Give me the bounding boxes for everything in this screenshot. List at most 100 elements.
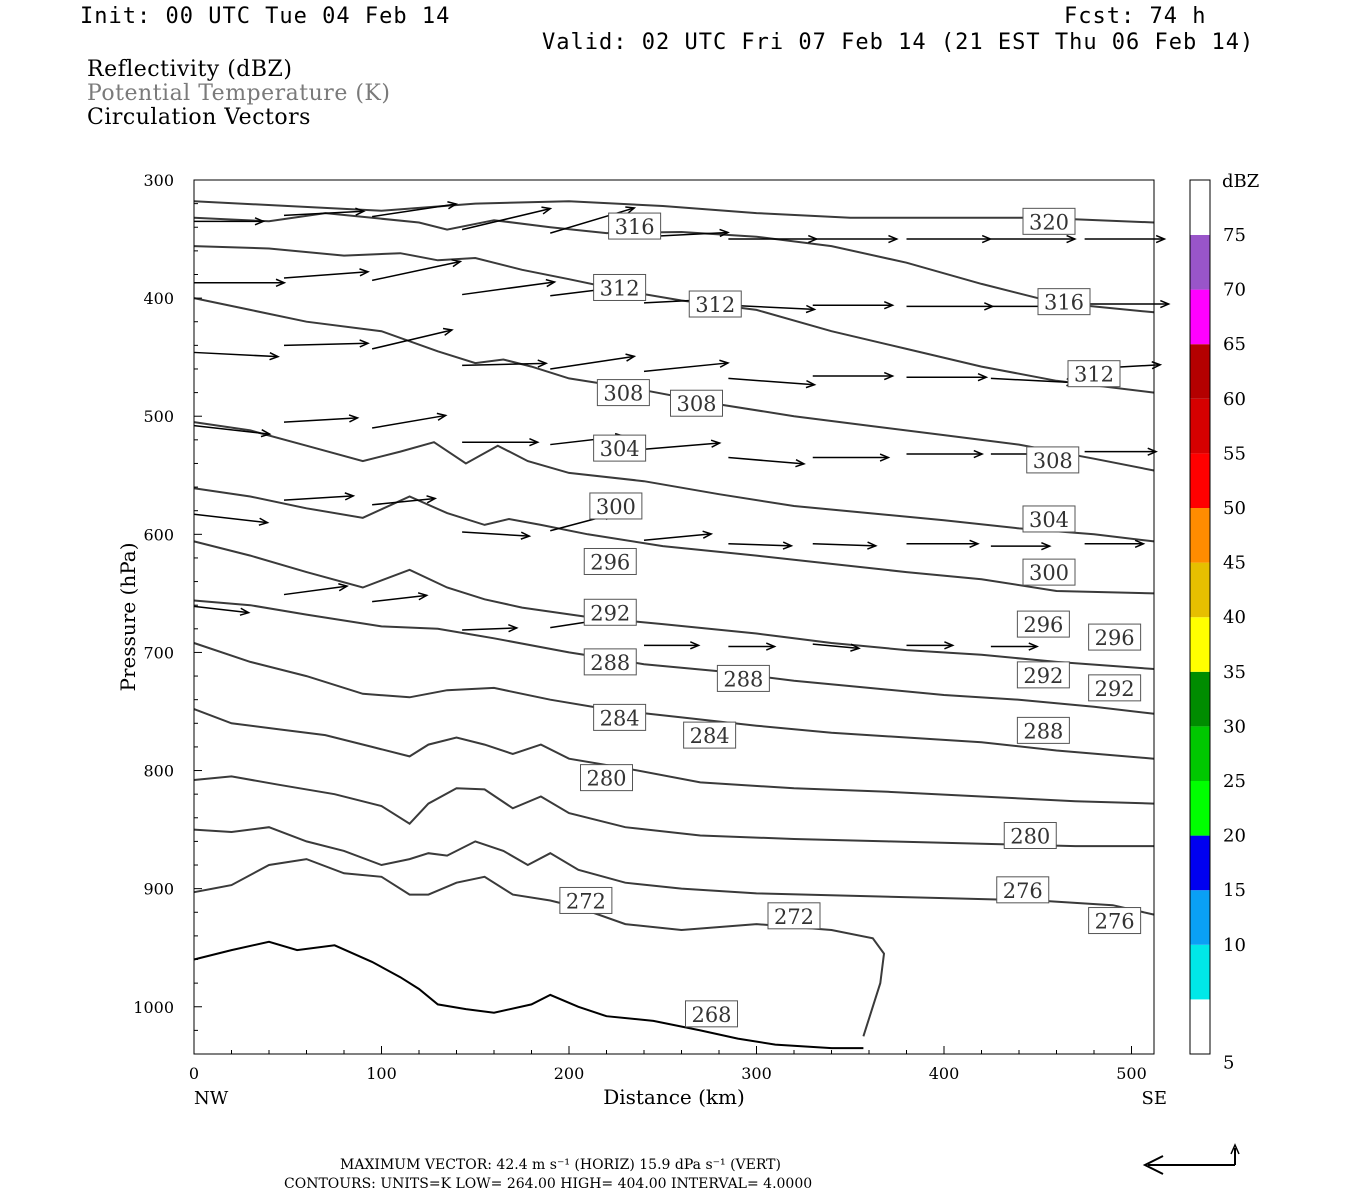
theta-label: 284 [593,703,647,731]
colorbar-level-label: 75 [1223,225,1246,246]
x-end-label-right: SE [1142,1088,1167,1109]
circulation-vector [462,438,540,447]
y-tick-label: 500 [143,407,174,426]
theta-label: 316 [1037,288,1091,316]
x-tick-label: 300 [741,1064,772,1083]
theta-label: 284 [683,721,737,749]
circulation-vector [462,278,557,296]
svg-text:272: 272 [566,889,606,913]
colorbar-level-label: 20 [1223,826,1246,847]
svg-text:292: 292 [590,601,630,625]
svg-text:296: 296 [590,550,630,574]
svg-text:312: 312 [695,293,735,317]
circulation-vector [371,412,448,429]
svg-text:268: 268 [691,1003,731,1027]
colorbar-level-label: 55 [1223,443,1246,464]
colorbar-level-label: 50 [1223,498,1246,519]
colorbar-level-label: 70 [1223,280,1246,301]
svg-text:316: 316 [615,215,655,239]
x-tick-label: 500 [1116,1064,1147,1083]
field-circulation-vectors: Circulation Vectors [87,105,311,130]
svg-text:284: 284 [600,706,640,730]
theta-label: 292 [1016,661,1070,689]
theta-contour-276 [193,826,1155,916]
circulation-vector [462,531,532,540]
theta-contour-300 [193,487,1155,595]
theta-label: 272 [559,886,613,914]
svg-text:280: 280 [1010,825,1050,849]
colorbar-swatch [1190,726,1210,781]
circulation-vector [812,643,861,652]
colorbar-swatch [1190,617,1210,672]
circulation-vector [550,206,637,234]
svg-text:316: 316 [1044,291,1084,315]
theta-contour-272 [193,858,886,1037]
circulation-vector [372,495,438,506]
theta-contour-308 [193,297,1155,472]
svg-text:308: 308 [603,382,643,406]
circulation-vector [990,642,1040,651]
svg-text:288: 288 [1023,719,1063,743]
circulation-vector [193,351,280,361]
colorbar-swatch [1190,398,1210,454]
svg-text:300: 300 [1029,561,1069,585]
theta-label: 312 [1067,360,1121,388]
circulation-vector [193,424,272,438]
colorbar-level-label: 45 [1223,553,1246,574]
contour-info: CONTOURS: UNITS=K LOW= 264.00 HIGH= 404.… [284,1176,813,1192]
theta-contour-280 [193,775,1154,848]
colorbar-level-label: 25 [1223,771,1246,792]
theta-labels: 320 316 316 312 312 312 308 308 308 304 304 300 300 2… [559,207,1142,1028]
circulation-vector [728,456,806,468]
theta-label: 268 [685,1000,738,1028]
theta-contour-296 [193,540,1155,670]
circulation-vector [550,353,637,370]
circulation-vector [194,217,266,226]
circulation-vector [1084,299,1171,309]
theta-label: 292 [583,598,637,626]
x-end-label-left: NW [194,1088,229,1109]
colorbar-level-label: 65 [1223,334,1246,355]
theta-label: 296 [1016,610,1070,638]
colorbar-swatch [1190,944,1210,1000]
theta-label: 280 [580,764,633,792]
colorbar-swatch [1190,562,1210,618]
svg-text:276: 276 [1095,910,1135,934]
circulation-vector [371,327,454,350]
svg-text:288: 288 [723,667,763,691]
circulation-vector [643,439,722,451]
theta-label: 304 [1022,505,1076,533]
circulation-vector [193,513,270,526]
svg-text:288: 288 [590,651,630,675]
circulation-vector [372,592,429,603]
circulation-vector [812,234,899,244]
theta-contour-312 [193,245,1155,394]
y-tick-label: 1000 [133,998,174,1017]
theta-contour-320 [193,200,1155,224]
circulation-vector [461,206,553,231]
theta-label: 312 [593,273,647,301]
theta-label: 308 [596,379,650,407]
circulation-vector [906,302,995,311]
circulation-vector [812,371,895,381]
y-tick-label: 400 [143,289,174,308]
x-tick-label: 400 [929,1064,960,1083]
circulation-vectors [193,201,1171,652]
circulation-vector [283,583,349,596]
valid-time: Valid: 02 UTC Fri 07 Feb 14 (21 EST Thu … [542,30,1255,55]
circulation-vector [728,304,817,314]
colorbar-swatch [1190,835,1210,891]
circulation-vector [728,377,817,389]
colorbar: 5 10 15 20 25 30 35 40 45 50 55 60 65 70 75 dBZ [1189,171,1259,1073]
max-vector-legend-arrow [1142,1143,1240,1175]
theta-contour-268 [193,940,864,1050]
circulation-vector [1084,234,1167,244]
colorbar-swatch [1190,999,1210,1054]
colorbar-swatch [1190,344,1210,399]
circulation-vector [194,278,287,287]
colorbar-swatch [1190,508,1210,563]
circulation-vector [283,339,370,348]
svg-text:284: 284 [690,724,730,748]
field-potential-temperature: Potential Temperature (K) [87,81,391,106]
theta-label: 276 [1088,907,1142,935]
